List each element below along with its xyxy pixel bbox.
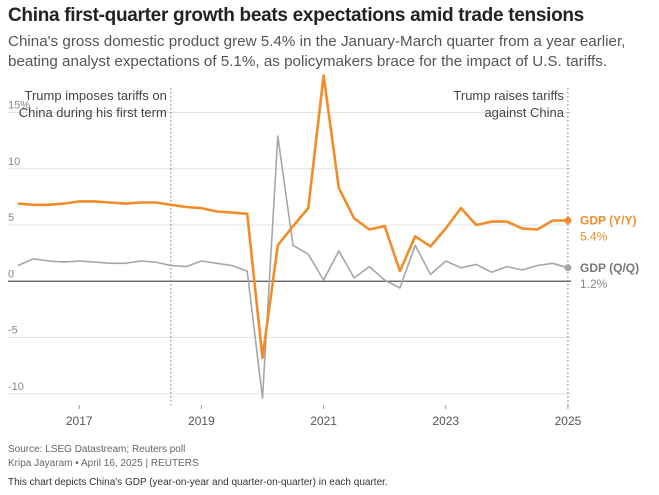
chart-title: China first-quarter growth beats expecta… <box>8 5 584 26</box>
y-tick-label: 0 <box>8 268 14 280</box>
series-name-qoq: GDP (Q/Q) <box>580 261 639 275</box>
x-tick-label: 2025 <box>555 414 582 428</box>
x-tick-label: 2019 <box>188 414 215 428</box>
x-tick-label: 2017 <box>66 414 93 428</box>
y-tick-label: -5 <box>8 325 18 337</box>
series-end-point-qoq <box>564 264 572 272</box>
y-tick-label: -10 <box>8 381 24 393</box>
annotation-text: China during his first term <box>19 105 167 120</box>
source-note: Source: LSEG Datastream; Reuters poll <box>8 444 186 455</box>
chart-subtitle: China's gross domestic product grew 5.4%… <box>8 33 626 70</box>
y-tick-label: 5 <box>8 212 14 224</box>
series-name-yoy: GDP (Y/Y) <box>580 214 636 228</box>
chart-description: This chart depicts China's GDP (year-on-… <box>8 477 388 488</box>
byline: Kripa Jayaram • April 16, 2025 | REUTERS <box>8 458 199 469</box>
y-tick-label: 10 <box>8 156 20 168</box>
x-tick-label: 2021 <box>310 414 337 428</box>
x-tick-label: 2023 <box>432 414 459 428</box>
annotation-text: against China <box>484 105 564 120</box>
annotation-text: Trump raises tariffs <box>453 88 564 103</box>
series-line-yoy <box>17 74 568 360</box>
series-last-value-qoq: 1.2% <box>580 277 608 291</box>
series-end-point-yoy <box>564 217 572 224</box>
series-last-value-yoy: 5.4% <box>580 230 608 244</box>
annotation-text: Trump imposes tariffs on <box>25 88 167 103</box>
y-tick-label: 15% <box>8 100 30 112</box>
series-line-qoq <box>17 135 569 400</box>
